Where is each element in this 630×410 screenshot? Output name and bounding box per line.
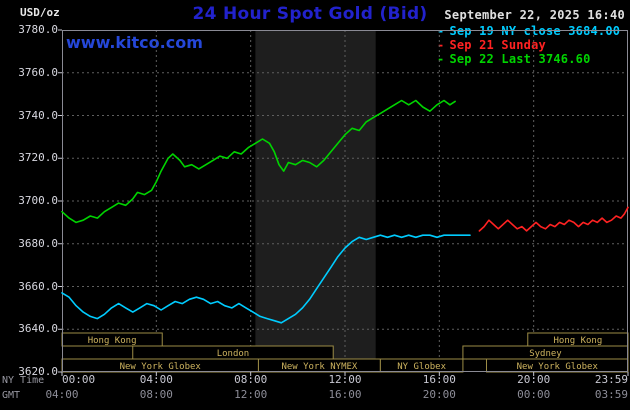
y-tick-label: 3760.0	[18, 65, 58, 79]
plot-frame	[62, 30, 628, 372]
x-tick-label: 00:00	[62, 373, 96, 386]
x-axis-caption-ny-time: NY Time	[2, 375, 45, 386]
session-label: New York Globex	[120, 362, 202, 372]
legend-item-1: - Sep 21 Sunday	[437, 38, 620, 52]
y-tick-label: 3780.0	[18, 23, 58, 36]
y-tick-label: 3720.0	[18, 151, 58, 165]
y-axis-unit-label: USD/oz	[20, 6, 60, 19]
session-label: New York NYMEX	[281, 362, 357, 372]
legend-item-2: - Sep 22 Last 3746.60	[437, 52, 620, 66]
legend-marker: -	[437, 38, 445, 52]
session-label: Sydney	[529, 349, 562, 359]
session-label: London	[217, 349, 250, 359]
kitco-watermark-link[interactable]: www.kitco.com	[66, 33, 203, 52]
legend-label: Sep 21 Sunday	[449, 38, 546, 52]
x-tick-label: 20:00	[422, 388, 456, 401]
x-axis-caption-gmt: GMT	[2, 390, 21, 401]
legend-label: Sep 22 Last 3746.60	[449, 52, 591, 66]
price-line-2	[61, 99, 456, 224]
y-tick-label: 3700.0	[18, 194, 58, 207]
x-tick-label: 23:59	[594, 373, 628, 386]
chart-datetime: September 22, 2025 16:40	[444, 8, 625, 22]
chart-title: 24 Hour Spot Gold (Bid)	[192, 4, 428, 24]
x-tick-label: 16:00	[328, 388, 362, 401]
y-tick-label: 3660.0	[18, 279, 58, 293]
session-label: New York Globex	[517, 362, 599, 372]
session-label: Hong Kong	[553, 336, 602, 346]
y-tick-label: 3640.0	[18, 322, 58, 336]
session-label: Hong Kong	[88, 336, 137, 346]
x-tick-label: 00:00	[517, 388, 551, 401]
price-line-0	[61, 234, 471, 324]
nymex-session-band	[255, 30, 376, 372]
x-tick-label: 04:00	[45, 388, 79, 401]
x-tick-label: 03:59	[594, 388, 628, 401]
y-tick-label: 3680.0	[18, 236, 58, 250]
price-line-1	[478, 206, 629, 232]
plot-area: Hong Kong Hong Kong London Sydney New York G…	[58, 29, 629, 376]
session-label: NY Globex	[397, 362, 446, 372]
x-tick-label: 12:00	[234, 388, 268, 401]
legend-marker: -	[437, 52, 445, 66]
x-tick-label: 08:00	[139, 388, 173, 401]
y-tick-label: 3740.0	[18, 108, 58, 122]
